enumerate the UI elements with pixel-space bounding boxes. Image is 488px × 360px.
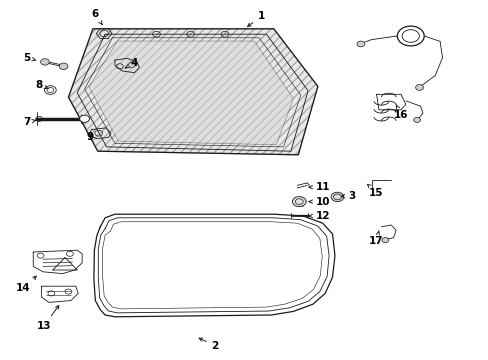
Text: 13: 13	[37, 306, 59, 331]
Polygon shape	[89, 41, 293, 145]
Text: 4: 4	[125, 58, 138, 68]
Text: 16: 16	[393, 105, 407, 120]
Circle shape	[413, 117, 420, 122]
Circle shape	[80, 115, 89, 122]
Polygon shape	[68, 29, 317, 155]
Text: 6: 6	[92, 9, 102, 24]
Text: 3: 3	[341, 191, 355, 201]
Circle shape	[41, 59, 49, 65]
Text: 12: 12	[308, 211, 329, 221]
Circle shape	[59, 63, 68, 69]
Text: 1: 1	[247, 11, 264, 27]
Text: 17: 17	[368, 231, 383, 246]
Text: 5: 5	[23, 53, 36, 63]
Circle shape	[292, 197, 305, 207]
Text: 14: 14	[16, 276, 36, 293]
Text: 11: 11	[308, 182, 329, 192]
Text: 15: 15	[367, 184, 383, 198]
Text: 8: 8	[36, 80, 48, 90]
Circle shape	[381, 238, 388, 243]
Text: 7: 7	[23, 117, 36, 127]
Text: 9: 9	[87, 132, 94, 142]
Text: 10: 10	[308, 197, 329, 207]
Circle shape	[330, 192, 343, 202]
Circle shape	[356, 41, 364, 47]
Text: 2: 2	[199, 338, 218, 351]
Circle shape	[415, 85, 423, 90]
